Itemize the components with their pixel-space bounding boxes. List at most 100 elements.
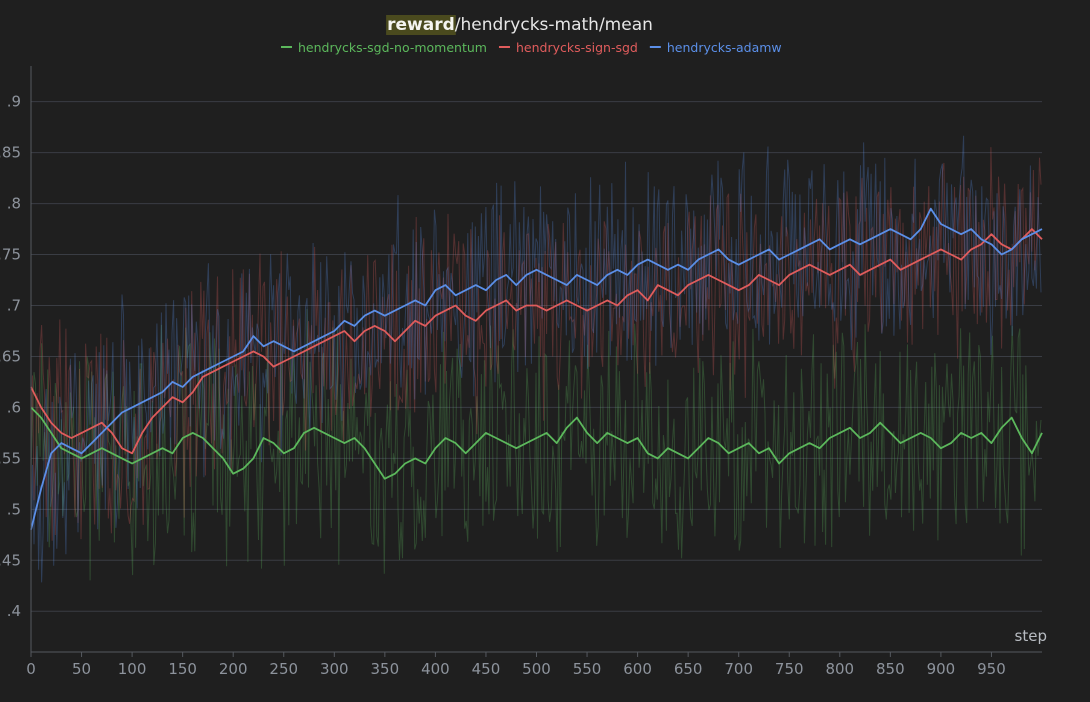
point-hendrycks-sgd-no-momentum xyxy=(1000,427,1002,429)
point-hendrycks-sgd-no-momentum xyxy=(647,452,649,454)
point-hendrycks-sgd-no-momentum xyxy=(262,437,264,439)
point-hendrycks-adamw xyxy=(363,315,365,317)
point-hendrycks-sign-sgd xyxy=(930,253,932,255)
point-hendrycks-adamw xyxy=(323,335,325,337)
x-tick-label: 550 xyxy=(573,660,602,678)
point-hendrycks-adamw xyxy=(940,223,942,225)
point-hendrycks-sgd-no-momentum xyxy=(444,437,446,439)
legend-item-hendrycks-sgd-no-momentum[interactable]: hendrycks-sgd-no-momentum xyxy=(281,40,487,55)
series-line-hendrycks-sgd-no-momentum xyxy=(30,406,1043,480)
point-hendrycks-adamw xyxy=(768,248,770,250)
point-hendrycks-sgd-no-momentum xyxy=(343,442,345,444)
point-hendrycks-sgd-no-momentum xyxy=(768,447,770,449)
point-hendrycks-sign-sgd xyxy=(1041,238,1043,240)
point-hendrycks-sign-sgd xyxy=(950,253,952,255)
point-hendrycks-adamw xyxy=(647,258,649,260)
point-hendrycks-adamw xyxy=(899,233,901,235)
point-hendrycks-adamw xyxy=(303,345,305,347)
chart-title: reward/hendrycks-math/mean xyxy=(387,15,653,35)
point-hendrycks-adamw xyxy=(50,452,52,454)
point-hendrycks-sgd-no-momentum xyxy=(465,452,467,454)
point-hendrycks-sign-sgd xyxy=(727,284,729,286)
point-hendrycks-adamw xyxy=(394,309,396,311)
point-hendrycks-sign-sgd xyxy=(252,350,254,352)
point-hendrycks-sgd-no-momentum xyxy=(920,432,922,434)
point-hendrycks-adamw xyxy=(859,243,861,245)
point-hendrycks-sign-sgd xyxy=(434,315,436,317)
point-hendrycks-sgd-no-momentum xyxy=(363,447,365,449)
point-hendrycks-adamw xyxy=(990,243,992,245)
point-hendrycks-sign-sgd xyxy=(353,340,355,342)
y-tick-label: .55 xyxy=(0,449,21,467)
point-hendrycks-adamw xyxy=(242,350,244,352)
point-hendrycks-sgd-no-momentum xyxy=(727,452,729,454)
point-hendrycks-sign-sgd xyxy=(556,304,558,306)
x-tick-label: 700 xyxy=(724,660,753,678)
point-hendrycks-sign-sgd xyxy=(171,396,173,398)
point-hendrycks-sign-sgd xyxy=(990,233,992,235)
point-hendrycks-adamw xyxy=(657,264,659,266)
y-tick-label: .65 xyxy=(0,347,21,365)
point-hendrycks-sign-sgd xyxy=(566,299,568,301)
x-tick-label: 950 xyxy=(977,660,1006,678)
point-hendrycks-adamw xyxy=(434,289,436,291)
point-hendrycks-adamw xyxy=(758,253,760,255)
point-hendrycks-sign-sgd xyxy=(677,294,679,296)
point-hendrycks-sign-sgd xyxy=(748,284,750,286)
point-hendrycks-adamw xyxy=(535,269,537,271)
point-hendrycks-adamw xyxy=(930,208,932,210)
point-hendrycks-sign-sgd xyxy=(798,269,800,271)
point-hendrycks-adamw xyxy=(515,284,517,286)
point-hendrycks-adamw xyxy=(748,258,750,260)
point-hendrycks-sign-sgd xyxy=(1031,228,1033,230)
point-hendrycks-sgd-no-momentum xyxy=(182,437,184,439)
point-hendrycks-sign-sgd xyxy=(545,309,547,311)
point-hendrycks-adamw xyxy=(1021,238,1023,240)
point-hendrycks-adamw xyxy=(606,274,608,276)
point-hendrycks-sgd-no-momentum xyxy=(515,447,517,449)
point-hendrycks-sign-sgd xyxy=(616,304,618,306)
point-hendrycks-sign-sgd xyxy=(535,304,537,306)
point-hendrycks-adamw xyxy=(1031,233,1033,235)
point-hendrycks-sign-sgd xyxy=(606,299,608,301)
point-hendrycks-adamw xyxy=(616,269,618,271)
point-hendrycks-sgd-no-momentum xyxy=(111,452,113,454)
point-hendrycks-sgd-no-momentum xyxy=(626,442,628,444)
point-hendrycks-adamw xyxy=(70,447,72,449)
point-hendrycks-adamw xyxy=(545,274,547,276)
point-hendrycks-sgd-no-momentum xyxy=(748,442,750,444)
point-hendrycks-adamw xyxy=(839,243,841,245)
y-tick-label: .4 xyxy=(7,602,21,620)
point-hendrycks-sgd-no-momentum xyxy=(525,442,527,444)
point-hendrycks-sgd-no-momentum xyxy=(657,457,659,459)
point-hendrycks-sign-sgd xyxy=(454,304,456,306)
point-hendrycks-adamw xyxy=(920,228,922,230)
point-hendrycks-sgd-no-momentum xyxy=(899,442,901,444)
point-hendrycks-adamw xyxy=(60,442,62,444)
point-hendrycks-sgd-no-momentum xyxy=(70,452,72,454)
noise-traces xyxy=(30,135,1042,583)
point-hendrycks-adamw xyxy=(232,355,234,357)
legend-item-hendrycks-adamw[interactable]: hendrycks-adamw xyxy=(649,40,782,55)
point-hendrycks-sgd-no-momentum xyxy=(818,447,820,449)
point-hendrycks-sgd-no-momentum xyxy=(930,437,932,439)
point-hendrycks-sign-sgd xyxy=(525,304,527,306)
point-hendrycks-adamw xyxy=(91,442,93,444)
point-hendrycks-sign-sgd xyxy=(222,365,224,367)
point-hendrycks-sign-sgd xyxy=(909,264,911,266)
point-hendrycks-sign-sgd xyxy=(899,269,901,271)
point-hendrycks-adamw xyxy=(505,274,507,276)
point-hendrycks-sign-sgd xyxy=(869,269,871,271)
point-hendrycks-adamw xyxy=(192,376,194,378)
point-hendrycks-sign-sgd xyxy=(141,432,143,434)
legend-item-hendrycks-sign-sgd[interactable]: hendrycks-sign-sgd xyxy=(498,40,638,55)
point-hendrycks-sgd-no-momentum xyxy=(495,437,497,439)
y-tick-label: .9 xyxy=(7,93,21,111)
point-hendrycks-sign-sgd xyxy=(262,355,264,357)
series-line-hendrycks-sign-sgd xyxy=(30,228,1043,455)
point-hendrycks-sign-sgd xyxy=(465,315,467,317)
point-hendrycks-sgd-no-momentum xyxy=(849,427,851,429)
legend[interactable]: hendrycks-sgd-no-momentum hendrycks-sign-… xyxy=(281,40,782,55)
point-hendrycks-sign-sgd xyxy=(272,365,274,367)
series-lines xyxy=(30,207,1043,530)
